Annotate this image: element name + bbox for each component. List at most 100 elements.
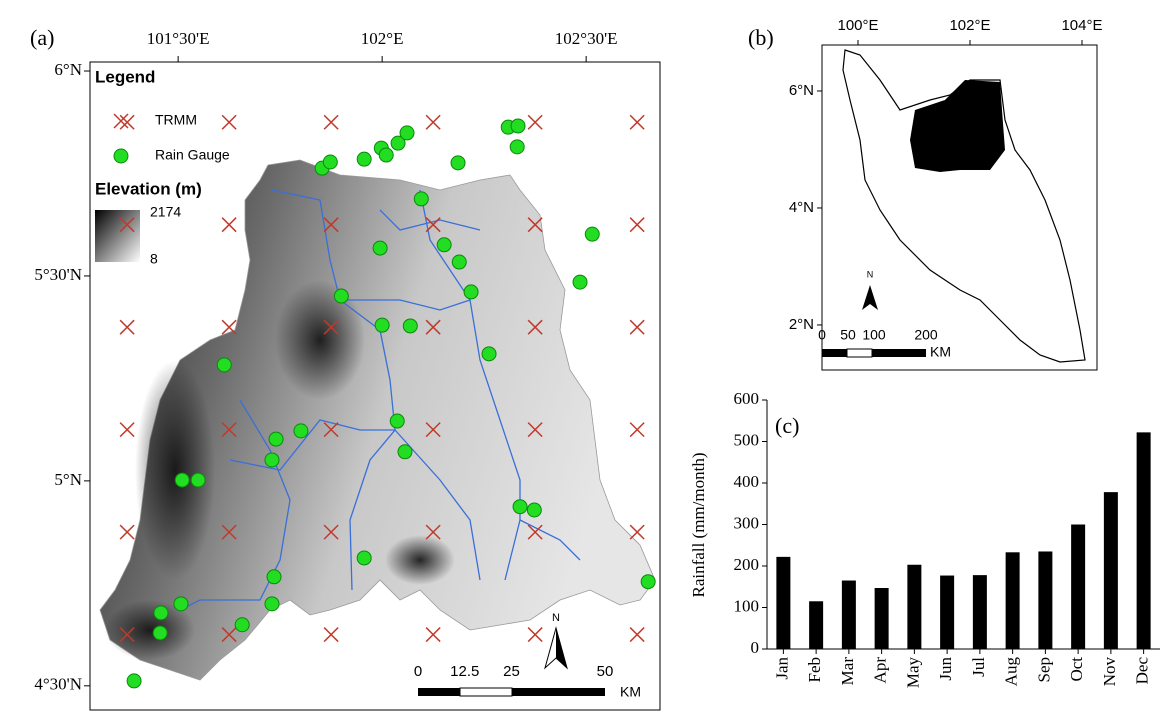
scale-bar <box>460 688 512 696</box>
rain-gauge <box>464 285 478 299</box>
elevation-min: 8 <box>150 251 158 267</box>
x-tick-label: Jul <box>969 657 988 677</box>
scale-label: 50 <box>597 663 614 680</box>
rain-gauge <box>573 275 587 289</box>
rain-gauge <box>513 500 527 514</box>
x-tick-label: 100°E <box>837 17 878 34</box>
elevation-max: 2174 <box>150 204 181 220</box>
y-tick-label: 400 <box>734 472 760 491</box>
y-tick-label: 600 <box>734 389 760 408</box>
y-tick-label: 0 <box>751 638 760 657</box>
bar <box>1104 492 1118 649</box>
rain-gauge <box>414 192 428 206</box>
rain-gauge <box>174 597 188 611</box>
ridge <box>275 280 365 400</box>
rain-gauge <box>294 424 308 438</box>
x-tick-label: Jan <box>772 657 791 680</box>
bar <box>809 601 823 649</box>
x-tick-label: Dec <box>1133 657 1152 685</box>
x-tick-label: 102°30'E <box>555 29 618 48</box>
page: (a) Legend TRMM Rain Gauge Elevation (m)… <box>0 0 1167 724</box>
scale-label: 0 <box>414 663 422 680</box>
x-tick-label: Jun <box>936 657 955 681</box>
rain-gauge <box>373 241 387 255</box>
rain-gauge <box>379 148 393 162</box>
x-tick-label: Apr <box>871 657 890 684</box>
north-label: N <box>867 269 874 279</box>
x-tick-label: 101°30'E <box>147 29 210 48</box>
bar <box>1137 432 1151 649</box>
legend-label: TRMM <box>155 112 197 128</box>
y-tick-label: 6°N <box>789 82 814 99</box>
rain-gauge <box>398 445 412 459</box>
x-tick-label: 104°E <box>1061 17 1102 34</box>
rain-gauge <box>452 255 466 269</box>
x-tick-label: Nov <box>1100 657 1119 687</box>
y-tick-label: 4°30'N <box>34 675 82 694</box>
rain-gauge <box>357 152 371 166</box>
scale-bar <box>822 349 847 357</box>
rain-gauge <box>235 618 249 632</box>
rain-gauge <box>323 155 337 169</box>
rain-gauge <box>267 570 281 584</box>
bar <box>940 576 954 649</box>
x-tick-label: Feb <box>805 657 824 683</box>
bar <box>1006 552 1020 649</box>
rain-gauge <box>451 156 465 170</box>
rain-gauge <box>269 432 283 446</box>
x-tick-label: Sep <box>1034 657 1053 683</box>
rain-gauge <box>437 238 451 252</box>
figure: (a) Legend TRMM Rain Gauge Elevation (m)… <box>0 0 1167 724</box>
rain-gauge <box>334 289 348 303</box>
scale-bar <box>847 349 872 357</box>
ridge <box>135 360 215 580</box>
y-tick-label: 200 <box>734 555 760 574</box>
y-tick-label: 5°30'N <box>34 265 82 284</box>
scale-label: 100 <box>862 327 886 343</box>
bar <box>842 581 856 649</box>
rain-gauge <box>154 606 168 620</box>
rain-gauge <box>585 227 599 241</box>
rain-gauge <box>217 358 231 372</box>
north-label: N <box>552 612 560 624</box>
y-tick-label: 2°N <box>789 316 814 333</box>
rain-gauge <box>510 140 524 154</box>
rain-gauge <box>641 575 655 589</box>
rain-gauge <box>400 126 414 140</box>
scale-bar <box>512 688 605 696</box>
scale-unit: KM <box>620 684 641 700</box>
chart-title: (c) <box>775 413 799 438</box>
rain-gauge <box>175 473 189 487</box>
bar <box>907 565 921 649</box>
rain-gauge <box>265 453 279 467</box>
y-tick-label: 100 <box>734 596 760 615</box>
bar <box>1071 525 1085 650</box>
y-tick-label: 5°N <box>54 470 82 489</box>
x-tick-label: 102°E <box>949 17 990 34</box>
rain-gauge <box>265 597 279 611</box>
scale-unit: KM <box>930 344 951 360</box>
scale-label: 200 <box>914 327 938 343</box>
y-tick-label: 500 <box>734 430 760 449</box>
x-tick-label: Mar <box>838 657 857 686</box>
elevation-title: Elevation (m) <box>95 179 202 198</box>
rain-gauge <box>375 318 389 332</box>
scale-label: 25 <box>503 663 520 680</box>
rain-gauge <box>357 551 371 565</box>
scale-label: 12.5 <box>450 663 479 680</box>
panel-label: (a) <box>30 25 54 50</box>
y-tick-label: 4°N <box>789 199 814 216</box>
legend-dot <box>114 149 128 163</box>
x-tick-label: Oct <box>1067 657 1086 682</box>
y-tick-label: 300 <box>734 513 760 532</box>
rain-gauge <box>153 626 167 640</box>
x-tick-label: Aug <box>1002 657 1021 687</box>
legend-label: Rain Gauge <box>155 147 230 163</box>
scale-bar <box>418 688 460 696</box>
rain-gauge <box>191 473 205 487</box>
rain-gauge <box>127 674 141 688</box>
y-tick-label: 6°N <box>54 60 82 79</box>
bar <box>875 588 889 649</box>
bar <box>776 557 790 649</box>
bar <box>1038 551 1052 649</box>
